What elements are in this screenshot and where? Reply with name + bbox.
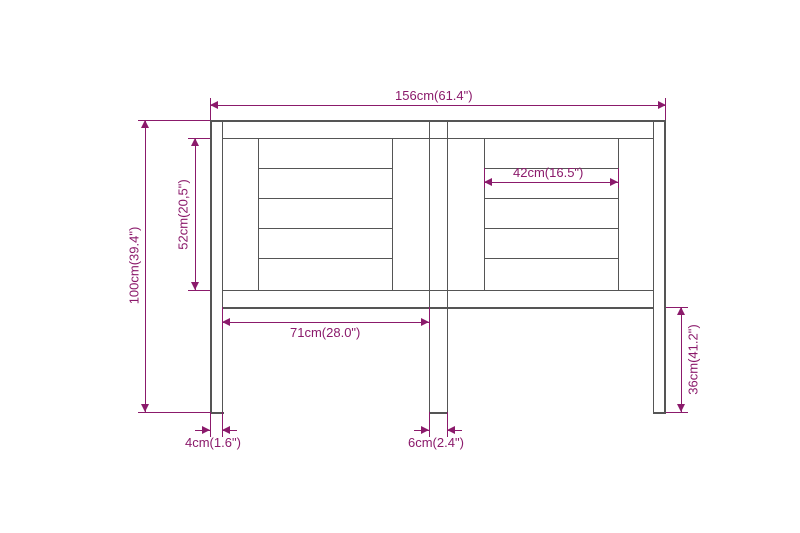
slat bbox=[258, 198, 392, 199]
dim-ext bbox=[138, 412, 210, 413]
arrow-icon bbox=[484, 178, 492, 186]
dim-ext bbox=[666, 307, 688, 308]
frame-top-inner bbox=[222, 138, 654, 139]
dim-ext bbox=[484, 168, 485, 188]
arrow-icon bbox=[210, 101, 218, 109]
arrow-icon bbox=[222, 426, 230, 434]
arrow-icon bbox=[610, 178, 618, 186]
rail-bottom-outer bbox=[222, 307, 654, 309]
dim-ext bbox=[665, 98, 666, 120]
dim-total-width-line bbox=[210, 105, 666, 106]
arrow-icon bbox=[421, 318, 429, 326]
diagram-canvas: 156cm(61.4") 100cm(39.4") 52cm(20,5") 71… bbox=[0, 0, 800, 533]
arrow-icon bbox=[191, 282, 199, 290]
right-post-outer bbox=[664, 120, 666, 412]
arrow-icon bbox=[222, 318, 230, 326]
arrow-icon bbox=[202, 426, 210, 434]
arrow-icon bbox=[447, 426, 455, 434]
slat bbox=[258, 168, 392, 169]
rail-bottom-inner bbox=[222, 290, 654, 291]
dim-leg-height: 36cm(41.2") bbox=[686, 324, 701, 394]
right-panel-stile-l bbox=[484, 138, 485, 290]
frame-top bbox=[210, 120, 666, 122]
dim-post6: 6cm(2.4") bbox=[408, 435, 464, 450]
arrow-icon bbox=[191, 138, 199, 146]
arrow-icon bbox=[141, 120, 149, 128]
left-post-outer bbox=[210, 120, 212, 412]
dim-leg-height-line bbox=[681, 307, 682, 412]
left-panel-stile-r bbox=[392, 138, 393, 290]
dim-ext bbox=[447, 412, 448, 437]
middle-post-bottom bbox=[429, 412, 448, 414]
arrow-icon bbox=[677, 307, 685, 315]
right-post-inner bbox=[653, 120, 654, 412]
dim-ext bbox=[222, 307, 223, 329]
dim-post4: 4cm(1.6") bbox=[185, 435, 241, 450]
dim-ext bbox=[138, 120, 210, 121]
right-panel-stile-r bbox=[618, 138, 619, 290]
dim-total-width: 156cm(61.4") bbox=[395, 88, 473, 103]
slat bbox=[258, 228, 392, 229]
middle-post-right bbox=[447, 120, 448, 412]
dim-ext bbox=[222, 412, 223, 437]
dim-total-height-line bbox=[145, 120, 146, 412]
dim-ext bbox=[666, 412, 688, 413]
dim-ext bbox=[429, 412, 430, 437]
left-panel-stile-l bbox=[258, 138, 259, 290]
dim-ext bbox=[188, 138, 210, 139]
dim-panel-width-line bbox=[222, 322, 429, 323]
middle-post-left bbox=[429, 120, 430, 412]
dim-panel-width: 71cm(28.0") bbox=[290, 325, 360, 340]
slat bbox=[258, 258, 392, 259]
arrow-icon bbox=[141, 404, 149, 412]
slat bbox=[484, 198, 618, 199]
arrow-icon bbox=[421, 426, 429, 434]
arrow-icon bbox=[677, 404, 685, 412]
dim-total-height: 100cm(39.4") bbox=[126, 227, 141, 305]
dim-slat-width-line bbox=[484, 182, 618, 183]
dim-ext bbox=[188, 290, 210, 291]
dim-slat-width: 42cm(16.5") bbox=[513, 165, 583, 180]
slat bbox=[484, 228, 618, 229]
dim-ext bbox=[210, 412, 211, 437]
dim-panel-height: 52cm(20,5") bbox=[176, 179, 191, 249]
slat bbox=[484, 258, 618, 259]
dim-ext bbox=[210, 98, 211, 120]
dim-ext bbox=[618, 168, 619, 188]
dim-panel-height-line bbox=[195, 138, 196, 290]
right-post-bottom bbox=[653, 412, 666, 414]
dim-ext bbox=[429, 307, 430, 329]
left-post-inner bbox=[222, 120, 223, 412]
